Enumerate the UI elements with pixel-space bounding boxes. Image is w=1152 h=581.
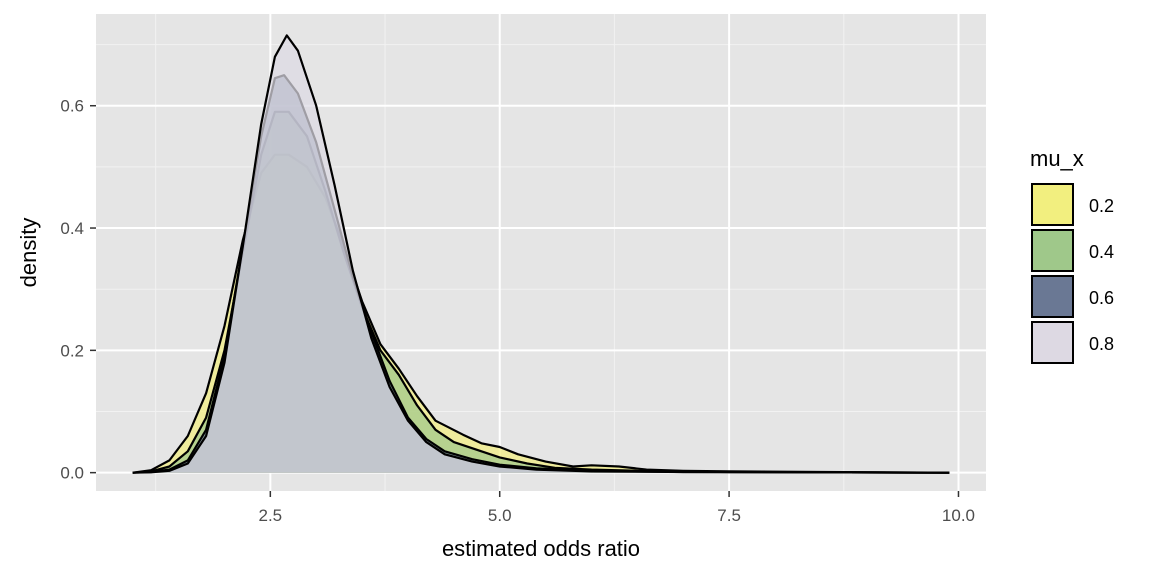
density-layers <box>132 34 950 474</box>
legend: mu_x 0.2 0.4 0.6 0.8 <box>1030 146 1114 364</box>
x-tick-label: 10.0 <box>942 506 975 525</box>
legend-title: mu_x <box>1030 146 1084 171</box>
x-tick-label: 2.5 <box>259 506 283 525</box>
density-outline-0.8 <box>132 34 950 474</box>
y-tick-label: 0.0 <box>60 464 84 483</box>
y-tick-label: 0.6 <box>60 97 84 116</box>
x-tick-label: 5.0 <box>488 506 512 525</box>
legend-label-0.2: 0.2 <box>1089 196 1114 216</box>
legend-label-0.8: 0.8 <box>1089 334 1114 354</box>
legend-label-0.4: 0.4 <box>1089 242 1114 262</box>
x-axis: 2.5 5.0 7.5 10.0 <box>259 491 975 525</box>
y-axis: 0.0 0.2 0.4 0.6 <box>60 97 96 483</box>
legend-key-0.4 <box>1031 229 1074 272</box>
legend-key-0.8 <box>1031 321 1074 364</box>
legend-label-0.6: 0.6 <box>1089 288 1114 308</box>
grid-minor <box>96 14 986 491</box>
density-area-0.8 <box>132 35 950 473</box>
x-tick-label: 7.5 <box>717 506 741 525</box>
y-tick-label: 0.2 <box>60 341 84 360</box>
y-tick-label: 0.4 <box>60 219 84 238</box>
x-axis-title: estimated odds ratio <box>442 536 640 561</box>
legend-key-0.2 <box>1031 183 1074 226</box>
legend-key-0.6 <box>1031 275 1074 318</box>
y-axis-title: density <box>16 218 41 288</box>
density-outline-0.2 <box>132 153 950 474</box>
